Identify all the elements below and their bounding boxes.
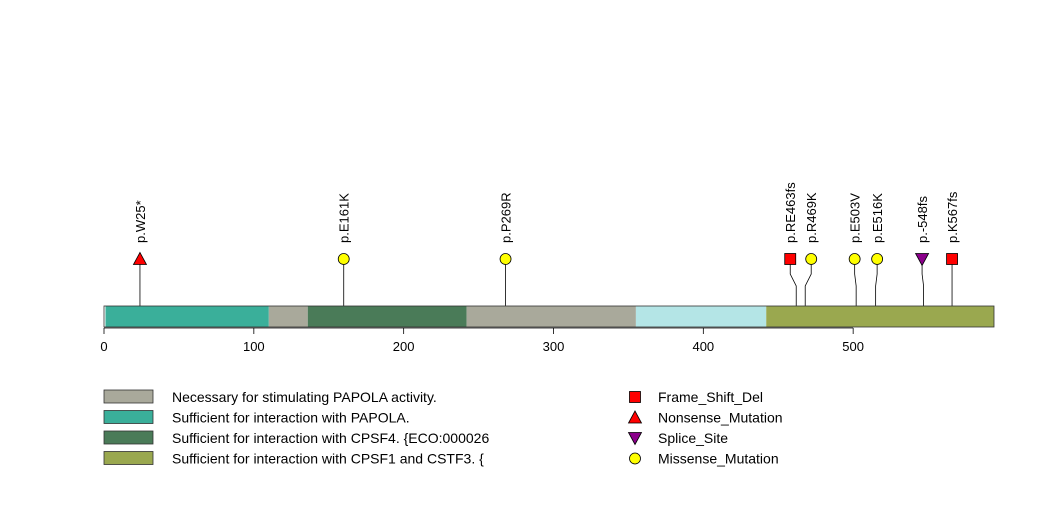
protein-domains xyxy=(103,305,995,328)
domain-segment xyxy=(466,306,636,327)
x-axis: 0 100 200 300 400 500 xyxy=(100,327,864,354)
domain-segment xyxy=(635,306,767,327)
mutation-head xyxy=(914,253,930,267)
legend-mutation-label: Nonsense_Mutation xyxy=(658,410,783,426)
mutation-label: p.E516K xyxy=(870,193,885,243)
legend-mutation-label: Frame_Shift_Del xyxy=(658,389,763,405)
domain-segment xyxy=(105,306,269,327)
legend-mutation-symbol xyxy=(629,391,641,403)
mutation-head xyxy=(784,253,797,265)
mutation-labels: p.W25* p.E161K p.P269R p.RE463fs p.R469K p.E5… xyxy=(133,182,960,243)
legend-mutation-symbol xyxy=(627,410,643,424)
legend-domain-swatch xyxy=(103,430,154,445)
mutation-heads xyxy=(132,251,958,267)
legend-domain-label: Sufficient for interaction with CPSF1 an… xyxy=(172,451,484,467)
protein-bar-outline xyxy=(103,305,995,328)
axis-tick-label: 500 xyxy=(842,339,864,354)
axis-tick-label: 0 xyxy=(100,339,107,354)
mutation-label: p.RE463fs xyxy=(783,182,798,243)
axis-tick-label: 200 xyxy=(393,339,415,354)
mutation-head xyxy=(805,253,818,265)
mutation-head xyxy=(132,251,148,265)
legend-mutation-label: Splice_Site xyxy=(658,430,728,446)
domain-segment xyxy=(766,306,994,327)
legend-domain-label: Sufficient for interaction with PAPOLA. xyxy=(172,410,410,426)
axis-tick-label: 400 xyxy=(692,339,714,354)
mutation-label: p.P269R xyxy=(499,192,514,243)
mutation-head xyxy=(946,253,958,265)
legend: Necessary for stimulating PAPOLA activit… xyxy=(103,389,783,467)
domain-segment xyxy=(268,306,308,327)
domain-segment xyxy=(307,306,467,327)
axis-tick-label: 100 xyxy=(243,339,265,354)
legend-mutation-symbol xyxy=(627,432,643,446)
mutation-label: p.E161K xyxy=(337,193,352,243)
axis-tick-label: 300 xyxy=(543,339,565,354)
legend-domain-label: Necessary for stimulating PAPOLA activit… xyxy=(172,389,437,405)
mutation-label: p.R469K xyxy=(804,192,819,243)
mutation-label: p.E503V xyxy=(848,193,863,243)
mutation-label: p.W25* xyxy=(133,200,148,243)
legend-domain-swatch xyxy=(103,451,154,465)
mutation-label: p.K567fs xyxy=(945,191,960,243)
mutation-label: p.-548fs xyxy=(915,196,930,243)
legend-domain-swatch xyxy=(103,389,154,404)
mutation-head xyxy=(337,253,350,265)
legend-mutation-label: Missense_Mutation xyxy=(658,451,779,467)
mutation-head xyxy=(871,253,884,265)
mutation-head xyxy=(848,253,861,265)
legend-domain-label: Sufficient for interaction with CPSF4. {… xyxy=(172,430,489,446)
mutation-head xyxy=(499,253,512,265)
legend-mutation-symbol xyxy=(629,452,641,465)
legend-domain-swatch xyxy=(103,410,154,424)
